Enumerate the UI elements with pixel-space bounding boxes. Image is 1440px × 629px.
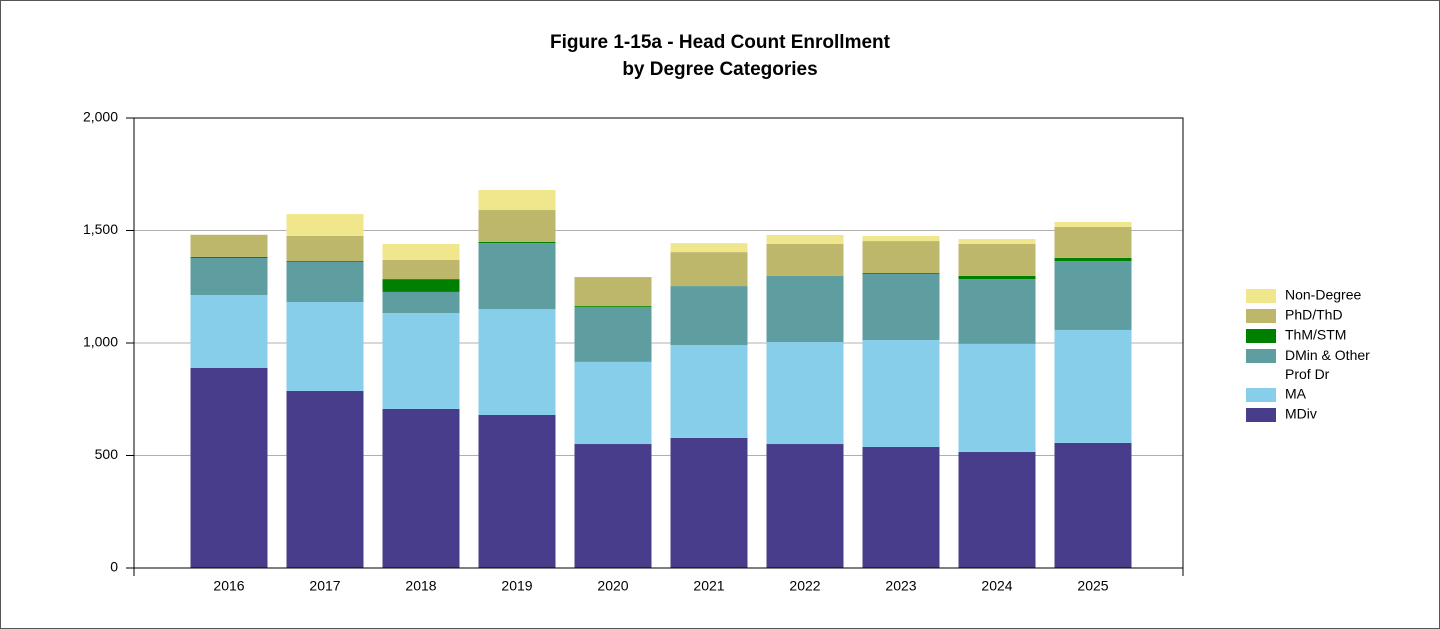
x-tick-label: 2018 xyxy=(405,578,436,594)
bar-segment xyxy=(574,307,652,362)
legend-label: ThM/STM xyxy=(1285,327,1346,343)
legend-swatch xyxy=(1246,408,1276,422)
bar-segment xyxy=(478,309,556,415)
bar-segment xyxy=(190,234,268,257)
y-tick-label: 500 xyxy=(95,446,119,462)
bar-segment xyxy=(670,243,748,253)
bar-segment xyxy=(958,244,1036,276)
bar-segment xyxy=(286,390,364,568)
bar-segment xyxy=(958,451,1036,568)
x-tick-label: 2021 xyxy=(693,578,724,594)
bar-segment xyxy=(382,259,460,280)
legend-label: MA xyxy=(1285,386,1307,402)
x-tick-label: 2023 xyxy=(885,578,916,594)
bar-segment xyxy=(382,279,460,292)
x-tick-label: 2022 xyxy=(789,578,820,594)
bar-segment xyxy=(958,343,1036,452)
bar-segment xyxy=(382,313,460,409)
bar-segment xyxy=(574,277,652,307)
bar-segment xyxy=(670,345,748,438)
legend-label: PhD/ThD xyxy=(1285,307,1343,323)
bar-segment xyxy=(862,241,940,274)
legend-swatch xyxy=(1246,309,1276,323)
bar-segment xyxy=(478,210,556,242)
bar-segment xyxy=(1054,442,1132,568)
bar-segment xyxy=(1054,221,1132,227)
bar-segment xyxy=(478,415,556,568)
bar-segment xyxy=(1054,329,1132,443)
bar-segment xyxy=(766,275,844,343)
x-tick-label: 2024 xyxy=(981,578,1012,594)
bar-segment xyxy=(190,256,268,258)
bar-segment xyxy=(1054,257,1132,262)
bar-segment xyxy=(862,273,940,341)
bar-segment xyxy=(862,446,940,568)
bar-segment xyxy=(190,295,268,368)
bar-segment xyxy=(1054,226,1132,258)
chart-title: by Degree Categories xyxy=(622,59,817,80)
bar-segment xyxy=(862,273,940,274)
legend-swatch xyxy=(1246,349,1276,363)
bar-segment xyxy=(382,291,460,314)
bar-segment xyxy=(766,235,844,244)
y-tick-label: 2,000 xyxy=(83,109,118,125)
bar-segment xyxy=(478,243,556,310)
bar-segment xyxy=(958,279,1036,344)
legend-label: Non-Degree xyxy=(1285,287,1361,303)
bar-segment xyxy=(1054,261,1132,330)
bar-segment xyxy=(574,444,652,568)
bar-segment xyxy=(766,342,844,445)
bar-segment xyxy=(190,367,268,568)
legend-swatch xyxy=(1246,388,1276,402)
bar-segment xyxy=(190,257,268,296)
legend-label: MDiv xyxy=(1285,406,1317,422)
legend-swatch xyxy=(1246,289,1276,303)
plot-border xyxy=(133,117,1184,569)
bar-segment xyxy=(670,286,748,346)
bar-segment xyxy=(766,444,844,568)
y-tick-label: 0 xyxy=(110,559,118,575)
legend-label: DMin & Other Prof Dr xyxy=(1285,347,1370,382)
bar-segment xyxy=(286,261,364,262)
x-tick-label: 2020 xyxy=(597,578,628,594)
bar-segment xyxy=(766,244,844,276)
y-tick-label: 1,000 xyxy=(83,334,118,350)
bar-segment xyxy=(382,244,460,260)
bar-segment xyxy=(286,235,364,262)
y-tick-label: 1,500 xyxy=(83,221,118,237)
bar-segment xyxy=(478,190,556,211)
x-tick-label: 2017 xyxy=(309,578,340,594)
bar-segment xyxy=(286,214,364,236)
bar-segment xyxy=(382,408,460,568)
bar-segment xyxy=(574,306,652,307)
bar-segment xyxy=(574,361,652,445)
bar-segment xyxy=(958,239,1036,244)
bar-segment xyxy=(862,235,940,242)
bar-segment xyxy=(862,340,940,447)
x-tick-label: 2025 xyxy=(1077,578,1108,594)
x-tick-label: 2019 xyxy=(501,578,532,594)
bar-segment xyxy=(478,241,556,244)
bar-segment xyxy=(286,262,364,303)
bar-segment xyxy=(958,275,1036,280)
bar-segment xyxy=(286,302,364,391)
bar-segment xyxy=(670,437,748,568)
chart-title: Figure 1-15a - Head Count Enrollment xyxy=(550,32,891,53)
legend-swatch xyxy=(1246,329,1276,343)
x-tick-label: 2016 xyxy=(213,578,244,594)
bar-segment xyxy=(670,252,748,287)
